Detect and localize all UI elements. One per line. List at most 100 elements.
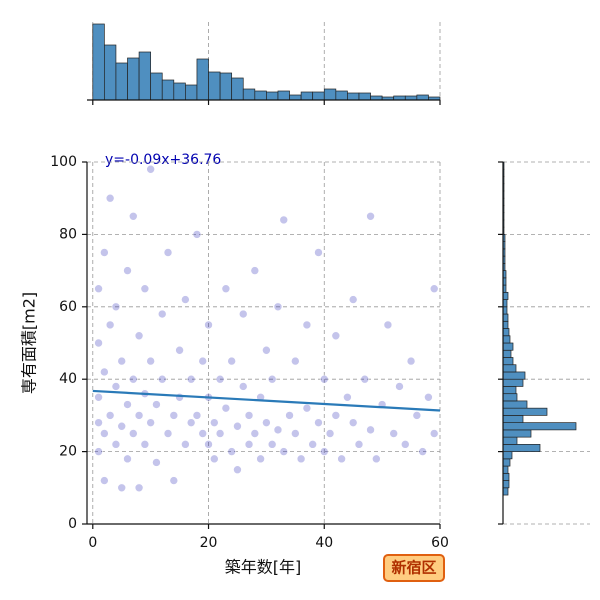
y-tick-label: 20 [59,444,77,460]
scatter-point [291,356,300,366]
x-tick-label: 60 [431,535,449,551]
scatter-point [343,392,352,402]
scatter-point [140,440,150,449]
scatter-point [337,454,346,464]
scatter-point [302,320,312,330]
scatter-point [273,302,283,312]
scatter-point [273,425,283,435]
scatter-point [227,447,236,456]
top-hist-bar [300,91,314,101]
scatter-point [308,440,317,449]
regression-equation: y=-0.09x+36.76 [105,152,221,168]
scatter-point [221,403,231,413]
scatter-point [123,266,132,275]
scatter-point [400,440,410,449]
scatter-point [123,454,132,464]
scatter-point [94,392,103,402]
top-hist-bar [254,90,267,101]
scatter-point [204,440,213,449]
scatter-point [100,367,109,377]
right-hist-bar [502,328,510,337]
y-tick-label: 40 [59,371,77,387]
scatter-point [331,331,341,341]
top-hist-bar [161,79,175,101]
y-tick-label: 60 [59,299,77,315]
scatter-point [128,429,138,438]
scatter-point [233,465,242,475]
scatter-point [163,429,173,438]
right-hist-bar [502,480,510,489]
scatter-point [244,440,254,449]
right-hist-bar [502,313,509,322]
scatter-point [94,338,103,348]
scatter-point [418,447,427,456]
scatter-point [105,320,115,330]
y-axis-label: 専有面積[m2] [20,292,39,394]
scatter-point [117,421,127,431]
top-hist-bar [185,84,198,101]
scatter-point [366,212,375,221]
scatter-point [134,411,144,420]
scatter-point [181,295,190,304]
scatter-point [325,429,335,438]
right-hist-bar [502,472,510,481]
right-hist-bar [502,444,541,452]
scatter-point [111,382,121,391]
scatter-point [175,345,184,355]
scatter-point [181,440,190,449]
top-hist-bar [92,23,105,101]
scatter-point [360,374,370,384]
scatter-point [244,411,254,420]
scatter-point [319,447,329,456]
scatter-point [100,429,109,438]
scatter-point [192,411,202,420]
right-hist-bar [502,436,518,445]
regression-line [92,389,441,412]
x-tick-label: 20 [200,535,218,551]
top-hist-bar [219,72,233,101]
scatter-point [105,411,115,420]
scatter-point [227,356,236,366]
scatter-point [152,458,161,467]
top-hist-bar [242,88,256,101]
scatter-point [291,429,300,438]
y-tick-label: 100 [50,154,77,170]
right-hist-bar [502,465,509,474]
scatter-point [233,421,242,431]
scatter-point [238,382,248,391]
right-hist-bar [502,458,511,467]
right-hist-bar [502,320,509,329]
scatter-point [319,374,329,384]
top-hist-bar [335,90,348,101]
scatter-point [169,411,179,420]
scatter-point [186,418,196,427]
scatter-point [256,454,265,464]
scatter-point [146,164,155,174]
scatter-point [198,429,208,438]
scatter-point [111,440,121,449]
scatter-point [354,440,364,449]
right-hist-bar [502,393,518,402]
scatter-point [175,392,184,402]
scatter-point [128,374,138,384]
scatter-point [100,476,109,485]
right-hist-bar [502,364,517,373]
scatter-point [406,356,416,366]
scatter-point [210,454,219,464]
top-hist-bar [277,90,290,101]
badge: 新宿区 [391,559,436,577]
scatter-point [134,331,144,341]
right-hist-bar [502,422,577,431]
right-hist-bar [502,487,509,496]
right-hist-bar [502,386,517,395]
scatter-point [221,284,231,294]
scatter-point [186,374,196,384]
top-hist-bar [115,62,128,101]
scatter-point [117,483,127,493]
scatter-point [215,374,225,384]
scatter-point [140,284,150,294]
scatter-point [314,248,323,257]
right-hist-bar [502,407,548,416]
top-hist-bar [208,71,221,101]
